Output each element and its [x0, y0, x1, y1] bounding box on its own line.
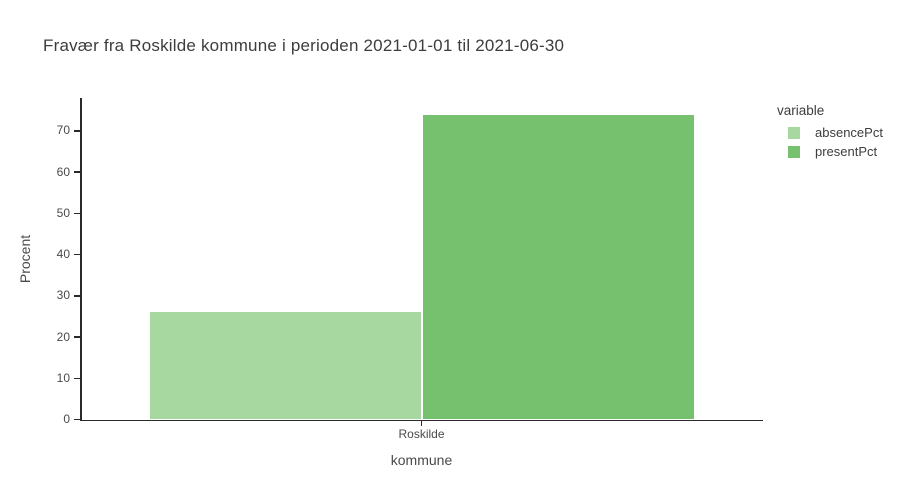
- y-tick-label: 40: [56, 247, 70, 262]
- chart-title: Fravær fra Roskilde kommune i perioden 2…: [43, 36, 565, 55]
- y-tick-mark: [74, 377, 80, 380]
- x-axis-title: kommune: [390, 452, 453, 468]
- y-tick-mark: [74, 171, 80, 173]
- y-tick-label: 70: [56, 123, 70, 138]
- bar-absencepct[interactable]: [149, 311, 421, 420]
- legend-label: absencePct: [815, 125, 883, 140]
- legend: variable absencePct presentPct: [777, 103, 883, 161]
- legend-title: variable: [777, 103, 825, 118]
- y-tick-label: 30: [56, 288, 70, 303]
- legend-item-absencepct[interactable]: absencePct: [777, 123, 883, 142]
- y-tick-label: 60: [56, 164, 70, 179]
- y-axis-title: Procent: [17, 234, 33, 284]
- y-tick-label: 50: [56, 205, 70, 220]
- legend-items: absencePct presentPct: [777, 123, 883, 161]
- y-tick-mark: [74, 418, 80, 421]
- y-tick-mark: [74, 336, 80, 338]
- bar-presentpct[interactable]: [422, 114, 694, 420]
- legend-label: presentPct: [815, 144, 878, 159]
- legend-item-presentpct[interactable]: presentPct: [777, 142, 883, 161]
- y-tick-label: 10: [56, 370, 70, 385]
- y-tick-label: 20: [56, 329, 70, 344]
- y-tick-mark: [74, 130, 80, 132]
- legend-swatch-icon: [788, 126, 800, 139]
- y-tick-mark: [74, 295, 80, 297]
- y-tick-mark: [74, 212, 80, 215]
- y-tick-mark: [74, 253, 80, 256]
- y-axis-line: [80, 98, 82, 420]
- y-tick-label: 0: [63, 412, 70, 426]
- x-tick-mark: [420, 420, 423, 426]
- x-tick-label: Roskilde: [398, 427, 445, 441]
- legend-swatch-icon: [788, 145, 800, 158]
